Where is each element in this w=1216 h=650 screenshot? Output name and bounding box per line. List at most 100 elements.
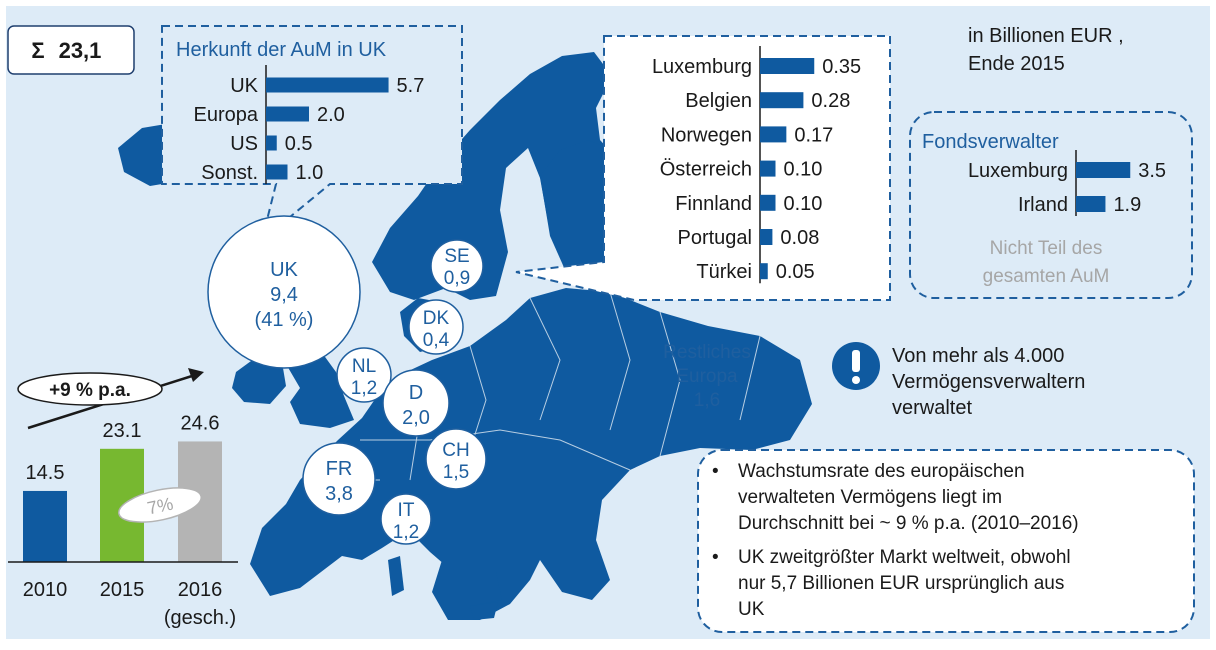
uk-origin-bar	[266, 164, 288, 180]
others-category-label: Türkei	[696, 261, 752, 283]
country-se-code: SE	[444, 246, 469, 267]
fund-manager-category-label: Irland	[1018, 194, 1068, 216]
country-uk-value: 9,4	[270, 284, 298, 306]
country-it-marker: IT 1,2	[380, 493, 432, 545]
others-category-label: Finnland	[675, 193, 752, 215]
uk-origin-category-label: US	[230, 133, 258, 155]
fund-manager-footnote-1: Nicht Teil des	[990, 238, 1103, 259]
others-bar	[760, 160, 776, 177]
others-category-label: Portugal	[678, 227, 753, 249]
country-nl-code: NL	[352, 356, 376, 377]
others-category-label: Österreich	[660, 159, 752, 181]
rest-of-europe-line-2: Europa	[676, 366, 738, 387]
country-uk-marker: UK 9,4 (41 %)	[207, 215, 361, 369]
others-value-label: 0.28	[811, 90, 850, 112]
uk-origin-category-label: Europa	[194, 104, 259, 126]
map-ireland	[232, 356, 286, 404]
others-bar	[760, 263, 768, 280]
bullet-1-line-2: verwalteten Vermögens liegt im	[738, 487, 1002, 508]
bullet-2-line-1: UK zweitgrößter Markt weltweit, obwohl	[738, 547, 1071, 568]
uk-origin-bar	[266, 135, 277, 151]
country-uk-share: (41 %)	[255, 309, 314, 331]
others-bar	[760, 58, 815, 74]
fund-manager-bar	[1076, 196, 1106, 212]
total-symbol: Σ	[31, 38, 44, 63]
others-bar	[760, 126, 787, 143]
country-d-value: 2,0	[402, 407, 430, 429]
total-box	[7, 25, 135, 75]
unit-line-1: in Billionen EUR ,	[968, 25, 1124, 47]
growth-chart: 14.5 2010 23.1 2015 24.6 2016 (gesch.)	[8, 412, 238, 629]
others-bar	[760, 194, 776, 211]
country-it-code: IT	[398, 500, 415, 521]
others-value-label: 0.35	[822, 56, 861, 78]
uk-origin-value-label: 2.0	[317, 104, 345, 126]
country-uk-code: UK	[270, 259, 298, 281]
fund-manager-title: Fondsverwalter	[922, 131, 1059, 153]
others-category-label: Norwegen	[661, 124, 752, 146]
others-value-label: 0.10	[784, 193, 823, 215]
fund-manager-bar	[1076, 162, 1131, 178]
country-dk-code: DK	[423, 308, 450, 329]
growth-label-ellipse	[17, 372, 163, 406]
country-fr-marker: FR 3,8	[302, 442, 376, 516]
uk-origin-value-label: 5.7	[397, 75, 425, 97]
fund-manager-value-label: 3.5	[1138, 160, 1166, 182]
bullet-item-1: • Wachstumsrate des europäischen verwalt…	[712, 461, 1079, 534]
others-value-label: 0.08	[780, 227, 819, 249]
bullet-1-line-1: Wachstumsrate des europäischen	[738, 461, 1025, 482]
fund-manager-value-label: 1.9	[1113, 194, 1141, 216]
country-fr-code: FR	[326, 458, 353, 480]
exclamation-icon	[832, 342, 880, 390]
map-sicily	[470, 602, 498, 620]
rest-of-europe-value: 1,6	[694, 390, 720, 411]
others-category-label: Luxemburg	[652, 56, 752, 78]
others-bar	[760, 92, 804, 109]
notice-line-3: verwaltet	[892, 397, 972, 419]
bullet-2-line-3: UK	[738, 599, 765, 620]
country-ch-value: 1,5	[443, 462, 469, 483]
uk-origin-chart: Herkunft der AuM in UK UK 5.7 Europa 2.0 US 0.…	[176, 39, 424, 184]
country-dk-marker: DK 0,4	[408, 299, 464, 355]
rest-of-europe-line-1: Restliches	[663, 342, 751, 363]
growth-category-note: (gesch.)	[164, 607, 236, 629]
total-value: 23,1	[59, 38, 102, 63]
bullet-1-line-3: Durchschnitt bei ~ 9 % p.a. (2010–2016)	[738, 513, 1079, 534]
notice-line-2: Vermögensverwaltern	[892, 371, 1085, 393]
uk-origin-title: Herkunft der AuM in UK	[176, 39, 387, 61]
country-nl-value: 1,2	[351, 378, 377, 399]
uk-origin-bar	[266, 106, 309, 122]
growth-arrow-head	[188, 368, 204, 382]
country-d-code: D	[409, 382, 423, 404]
notice-line-1: Von mehr als 4.000	[892, 345, 1064, 367]
country-fr-value: 3,8	[325, 483, 353, 505]
others-category-label: Belgien	[685, 90, 752, 112]
country-nl-marker: NL 1,2	[336, 347, 392, 403]
unit-line-2: Ende 2015	[968, 53, 1065, 75]
growth-category-label: 2010	[23, 579, 68, 601]
growth-value-label: 14.5	[26, 462, 65, 484]
bullet-2-line-2: nur 5,7 Billionen EUR ursprünglich aus	[738, 573, 1064, 594]
fund-manager-box	[909, 111, 1193, 299]
uk-origin-bar	[266, 77, 389, 93]
growth-value-label: 24.6	[181, 412, 220, 434]
bullet-dot: •	[712, 547, 719, 568]
bullet-dot: •	[712, 461, 719, 482]
country-se-marker: SE 0,9	[430, 239, 484, 293]
bullet-box	[697, 449, 1195, 633]
growth-category-label: 2016	[178, 579, 223, 601]
inner-rate-ellipse	[118, 487, 202, 523]
uk-origin-value-label: 1.0	[296, 162, 324, 184]
others-value-label: 0.05	[776, 261, 815, 283]
country-se-value: 0,9	[444, 268, 470, 289]
growth-value-label: 23.1	[103, 420, 142, 442]
uk-origin-value-label: 0.5	[285, 133, 313, 155]
bullet-item-2: • UK zweitgrößter Markt weltweit, obwohl…	[712, 547, 1071, 620]
others-bar	[760, 229, 773, 245]
growth-label: +9 % p.a.	[49, 380, 131, 401]
fund-manager-chart: Fondsverwalter Luxemburg 3.5 Irland 1.9	[922, 131, 1166, 216]
country-dk-value: 0,4	[423, 330, 450, 351]
country-ch-code: CH	[442, 440, 469, 461]
